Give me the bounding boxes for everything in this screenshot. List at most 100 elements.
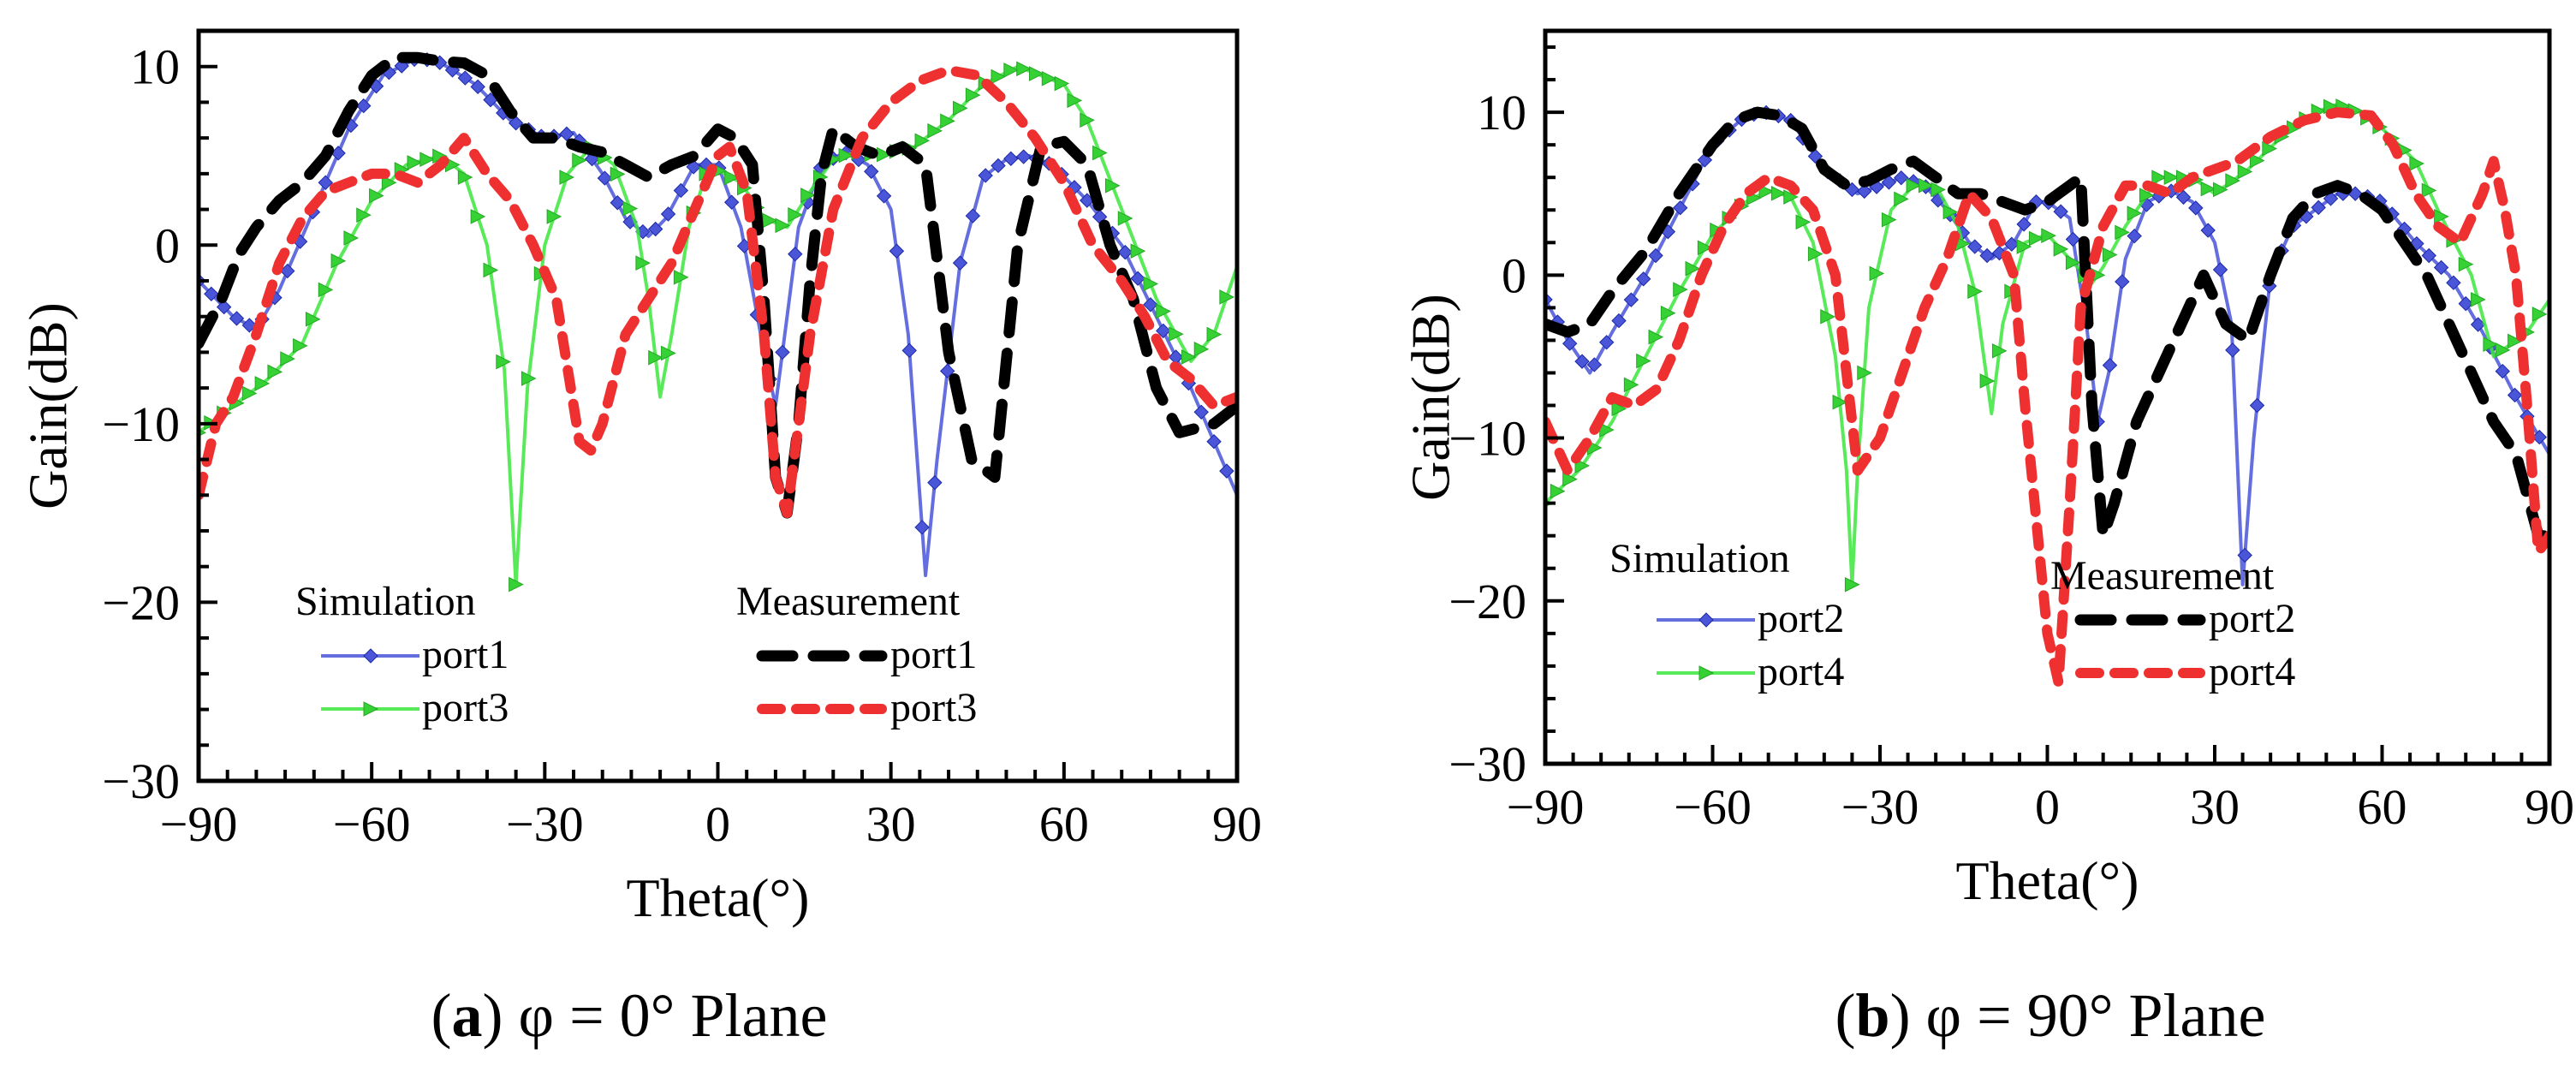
caption-letter: a (452, 981, 483, 1050)
figure-caption: (a) φ = 0° Plane (431, 981, 828, 1050)
data-point (2531, 307, 2548, 322)
data-point (330, 253, 347, 269)
data-point (2188, 200, 2204, 216)
legend-meas-title: Measurement (2050, 553, 2275, 599)
legend-item-sim-port2: port2 (1657, 596, 1844, 641)
data-point (1660, 305, 1676, 321)
data-point (1636, 353, 1651, 369)
data-point (622, 200, 639, 217)
data-point (927, 122, 943, 139)
legend-swatch-marker (1698, 665, 1715, 681)
data-point (1169, 326, 1184, 342)
caption-text: φ = 90° Plane (1926, 981, 2266, 1050)
data-point (1130, 243, 1146, 259)
series-line (199, 64, 1237, 519)
data-point (1967, 283, 1983, 300)
data-point (2421, 247, 2436, 264)
y-tick-label: −30 (1449, 736, 1526, 792)
data-point (1156, 323, 1171, 339)
legend-label: port1 (890, 632, 977, 677)
data-point (216, 299, 232, 315)
caption-text: φ = 0° Plane (519, 981, 828, 1050)
data-point (318, 282, 334, 298)
data-point (788, 247, 803, 262)
data-point (864, 164, 879, 179)
data-point (2262, 140, 2277, 157)
data-point (1611, 401, 1627, 417)
data-point (1003, 151, 1019, 167)
data-point (2409, 156, 2425, 171)
data-point (1130, 271, 1145, 286)
data-point (2507, 387, 2523, 403)
data-point (2483, 336, 2499, 352)
y-tick-label: −10 (102, 396, 180, 452)
data-point (2053, 241, 2069, 257)
series-measurement-port1 (199, 51, 1237, 519)
data-point (800, 188, 816, 203)
y-axis-label: Gain(dB) (17, 302, 78, 509)
data-point (1844, 576, 1860, 593)
data-point (2250, 152, 2265, 169)
data-point (965, 208, 981, 223)
data-point (1598, 335, 1615, 350)
caption-letter: b (1856, 981, 1890, 1050)
data-point (1770, 186, 1787, 201)
y-tick-label: 10 (1477, 85, 1526, 140)
legend-label: port2 (1758, 596, 1844, 641)
data-point (978, 168, 993, 183)
data-point (991, 68, 1007, 85)
caption-paren-close: ) (1890, 981, 1926, 1050)
data-point (2458, 295, 2473, 312)
data-point (1635, 271, 1651, 287)
data-point (2237, 164, 2253, 180)
data-point (1562, 336, 1578, 351)
y-tick-label: −20 (102, 575, 180, 630)
data-point (2127, 205, 2143, 221)
data-point (1991, 342, 2008, 359)
data-point (204, 286, 219, 302)
x-tick-label: 90 (2525, 779, 2574, 835)
data-point (1219, 463, 1234, 479)
data-point (1869, 265, 1885, 282)
data-point (356, 98, 372, 114)
data-point (1054, 75, 1070, 92)
data-point (293, 337, 308, 354)
data-point (2115, 274, 2130, 289)
data-point (1193, 404, 1209, 420)
data-point (1092, 145, 1108, 161)
data-point (419, 152, 435, 167)
data-point (2041, 228, 2056, 244)
legend-swatch-marker (1698, 612, 1714, 628)
data-point (521, 371, 537, 386)
data-point (1117, 244, 1133, 260)
data-point (559, 126, 574, 142)
data-point (2127, 228, 2142, 244)
data-point (1820, 309, 1835, 325)
y-tick-label: −10 (1449, 411, 1526, 467)
chart-panel-a: −90 −60 −30 0 30 60 90 10 0 −10 −20 −30 Theta(°) Gain… (17, 28, 1262, 1050)
data-point (2139, 188, 2155, 203)
data-point (2053, 204, 2068, 219)
data-point (1807, 246, 1823, 262)
data-point (254, 376, 271, 391)
data-point (1906, 177, 1922, 194)
data-point (356, 207, 372, 223)
data-point (1857, 183, 1872, 200)
series-measurement-port3 (199, 64, 1237, 519)
data-point (559, 170, 575, 185)
data-point (1206, 326, 1223, 342)
data-point (724, 170, 740, 186)
data-point (1979, 247, 1995, 264)
data-point (673, 270, 689, 285)
data-point (2471, 292, 2486, 307)
data-point (2531, 429, 2547, 445)
data-point (2102, 357, 2118, 373)
data-point (1758, 183, 1775, 200)
data-point (470, 209, 486, 224)
x-tick-label: 0 (2035, 779, 2060, 835)
data-point (1041, 70, 1057, 86)
legend-label: port3 (422, 685, 509, 730)
data-point (1832, 394, 1848, 410)
data-point (1117, 211, 1133, 226)
